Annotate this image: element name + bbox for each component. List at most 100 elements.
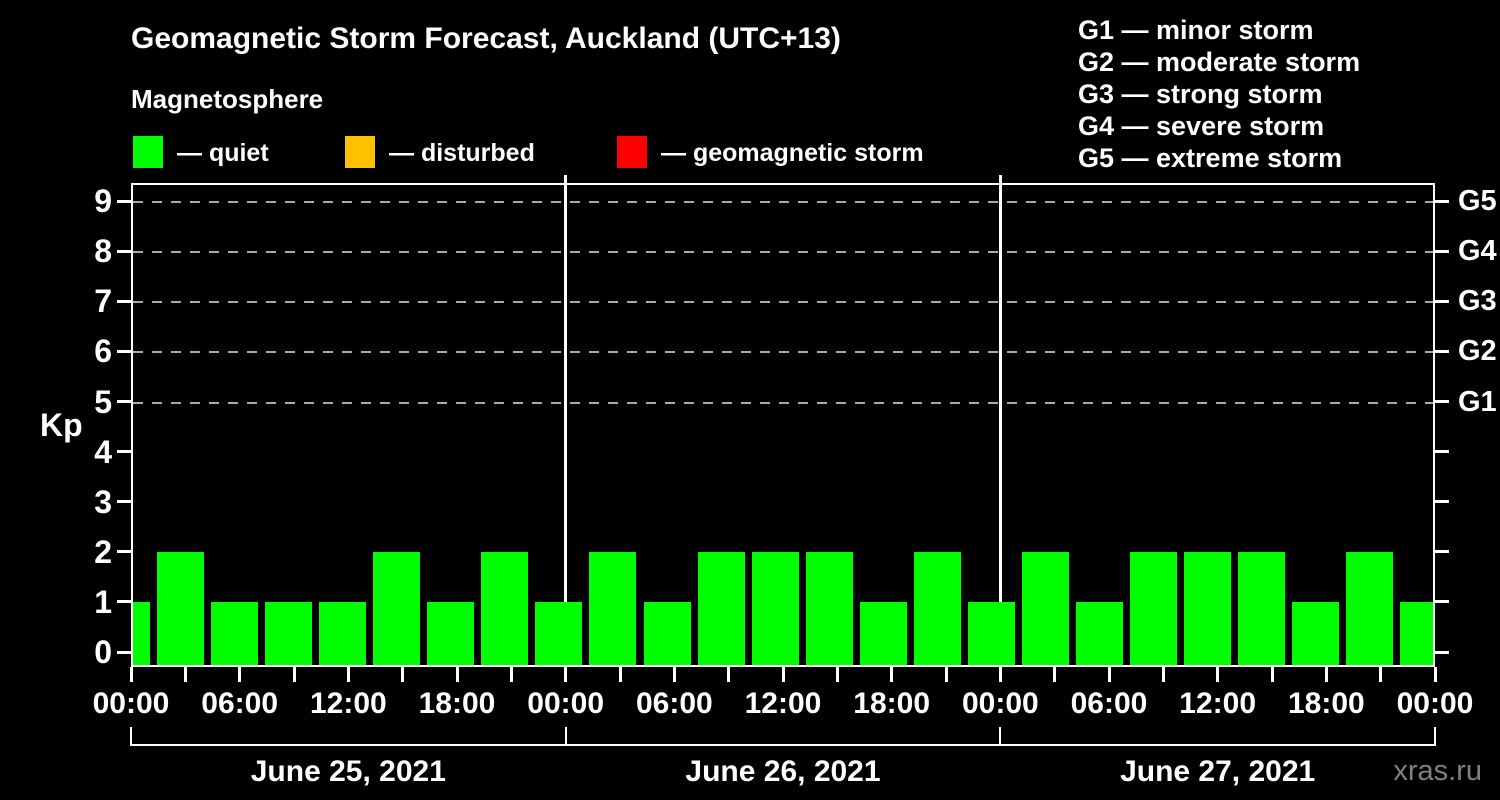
x-axis-tick	[727, 667, 731, 682]
y-axis-tick-right	[1435, 650, 1449, 654]
quiet-legend-label: — quiet	[177, 139, 269, 167]
x-tick-label: 06:00	[1070, 687, 1148, 720]
date-bracket-tick	[1434, 727, 1436, 746]
kp-bar	[1238, 551, 1286, 667]
x-axis-tick	[401, 667, 405, 682]
x-axis-tick	[129, 667, 133, 682]
watermark: xras.ru	[1393, 755, 1482, 787]
x-axis-tick	[835, 667, 839, 682]
date-bracket-line	[131, 744, 1435, 746]
date-label: June 25, 2021	[250, 755, 446, 788]
y-tick-label: 7	[94, 283, 112, 320]
storm-legend-swatch	[617, 136, 647, 168]
y-axis-tick-right	[1435, 199, 1449, 203]
kp-bar	[859, 601, 907, 667]
y-tick-label: 1	[94, 583, 112, 620]
kp-bar	[265, 601, 313, 667]
day-separator-line	[564, 175, 568, 667]
kp-bar	[481, 551, 529, 667]
kp-bar	[131, 601, 150, 667]
kp-bar	[427, 601, 475, 667]
y-axis-tick-left	[117, 400, 131, 403]
y-tick-label: 8	[94, 233, 112, 270]
x-axis-tick	[1053, 667, 1057, 682]
y-axis-tick-right	[1435, 400, 1449, 403]
quiet-legend-swatch	[133, 136, 163, 168]
kp-bar	[751, 551, 799, 667]
x-axis-tick	[183, 667, 187, 682]
date-bracket-tick	[130, 727, 132, 746]
x-axis-tick	[1433, 667, 1437, 682]
disturbed-legend-label: — disturbed	[389, 139, 535, 167]
x-axis-tick	[564, 667, 568, 682]
g-level-label: G2	[1458, 335, 1497, 368]
gridline-kp7	[133, 301, 1433, 304]
x-tick-label: 18:00	[853, 687, 931, 720]
x-axis-tick	[1107, 667, 1111, 682]
y-axis-tick-left	[117, 299, 131, 303]
x-axis-tick	[672, 667, 676, 682]
g-scale-legend: G1 — minor storm G2 — moderate storm G3 — …	[1078, 14, 1360, 174]
date-label: June 27, 2021	[1120, 755, 1316, 788]
kp-bar	[535, 601, 583, 667]
x-tick-label: 12:00	[1179, 687, 1257, 720]
g-scale-legend-line: G1 — minor storm	[1078, 15, 1314, 45]
x-axis-tick	[1161, 667, 1165, 682]
x-axis-tick	[455, 667, 459, 682]
y-tick-label: 3	[94, 483, 112, 520]
x-axis-tick	[1379, 667, 1383, 682]
x-axis-tick	[944, 667, 948, 682]
x-axis-tick	[1270, 667, 1274, 682]
x-axis-tick	[509, 667, 513, 682]
kp-bar	[913, 551, 961, 667]
gridline-kp8	[133, 251, 1433, 254]
kp-bar	[1184, 551, 1231, 667]
y-axis-tick-left	[117, 550, 131, 554]
y-tick-label: 0	[94, 634, 112, 670]
y-axis-tick-left	[117, 600, 131, 604]
y-axis-tick-right	[1435, 249, 1449, 253]
y-axis-tick-left	[117, 249, 131, 253]
x-axis-tick	[346, 667, 350, 682]
y-axis-title: Kp	[40, 407, 83, 443]
g-level-label: G3	[1458, 285, 1497, 318]
x-tick-label: 06:00	[635, 687, 713, 720]
date-bracket-tick	[564, 727, 567, 746]
gridline-kp9	[133, 201, 1433, 204]
g-scale-legend-line: G4 — severe storm	[1078, 111, 1325, 141]
y-axis-tick-left	[117, 199, 131, 203]
g-level-label: G5	[1458, 185, 1497, 218]
kp-bar	[319, 601, 367, 667]
g-scale-legend-line: G2 — moderate storm	[1078, 47, 1361, 77]
x-axis-tick	[292, 667, 296, 682]
y-axis-tick-right	[1435, 349, 1449, 353]
x-axis-tick	[781, 667, 785, 682]
date-bracket-tick	[999, 727, 1002, 746]
kp-bar	[1400, 601, 1435, 667]
kp-bar	[805, 551, 853, 667]
x-axis-tick	[618, 667, 622, 682]
kp-bar	[1021, 551, 1069, 667]
disturbed-legend-swatch	[345, 136, 375, 168]
g-scale-legend-line: G3 — strong storm	[1078, 79, 1323, 109]
y-tick-label: 9	[94, 183, 112, 220]
subtitle-magnetosphere: Magnetosphere	[131, 84, 324, 114]
x-tick-label: 00:00	[92, 687, 170, 720]
kp-bar	[1346, 551, 1394, 667]
kp-bar	[697, 551, 745, 667]
x-axis-tick	[238, 667, 242, 682]
g-level-label: G1	[1458, 385, 1497, 418]
kp-bar	[589, 551, 637, 667]
y-axis-tick-right	[1435, 299, 1449, 303]
x-tick-label: 18:00	[1287, 687, 1365, 720]
y-axis-tick-right	[1435, 600, 1449, 604]
g-scale-legend-line: G5 — extreme storm	[1078, 143, 1343, 173]
day-separator-line	[998, 175, 1002, 667]
storm-legend-label: — geomagnetic storm	[661, 139, 924, 167]
y-tick-label: 5	[94, 383, 112, 420]
kp-bar	[1075, 601, 1123, 667]
y-axis-tick-right	[1435, 450, 1449, 454]
kp-bar	[967, 601, 1015, 667]
page-title: Geomagnetic Storm Forecast, Auckland (UT…	[131, 22, 841, 55]
y-axis-tick-left	[117, 500, 131, 504]
